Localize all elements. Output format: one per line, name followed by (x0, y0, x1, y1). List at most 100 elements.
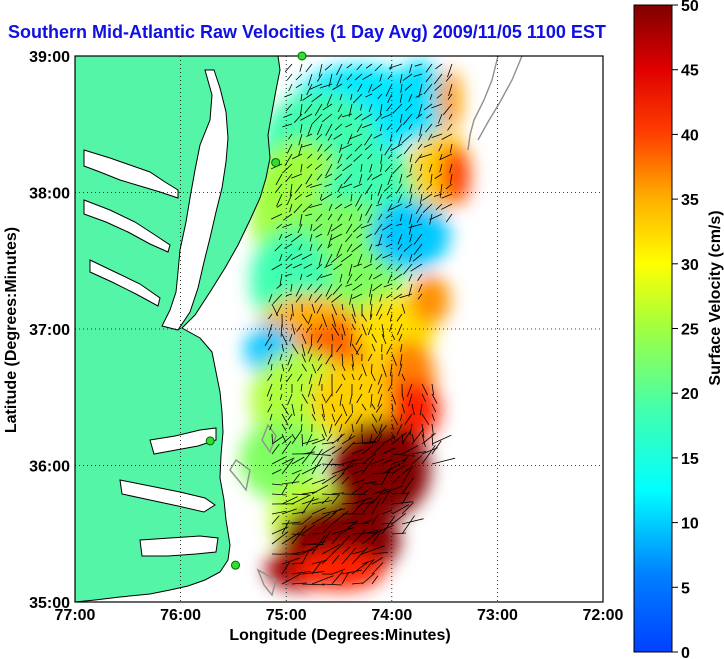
velocity-vector (332, 83, 343, 91)
velocity-vector (321, 113, 333, 123)
velocity-vector (327, 243, 333, 249)
velocity-vector (309, 183, 323, 188)
velocity-vector (401, 373, 406, 381)
velocity-vector (321, 433, 326, 440)
velocity-vector (391, 492, 408, 495)
velocity-vector (379, 143, 383, 152)
velocity-vector (292, 153, 303, 160)
velocity-vector (361, 545, 385, 555)
velocity-vector (370, 303, 373, 318)
velocity-vector (431, 133, 443, 139)
velocity-vector (368, 103, 373, 113)
velocity-vector (351, 479, 365, 485)
velocity-color-cell (295, 550, 385, 590)
velocity-vector (431, 423, 434, 436)
velocity-vector (396, 283, 403, 290)
colorbar (633, 4, 673, 653)
velocity-vector (400, 413, 403, 421)
velocity-vector (355, 193, 363, 207)
velocity-vector (351, 303, 356, 317)
velocity-vector (381, 323, 385, 337)
velocity-vector (336, 63, 343, 76)
x-tick-label: 72:00 (583, 607, 624, 624)
velocity-vector (340, 253, 353, 263)
velocity-vector (328, 423, 333, 434)
velocity-vector (391, 333, 396, 341)
velocity-vector (311, 535, 326, 555)
velocity-vector (345, 283, 353, 287)
velocity-vector (370, 253, 373, 263)
velocity-vector (399, 293, 413, 299)
velocity-vector (421, 423, 425, 438)
velocity-vector (351, 313, 357, 324)
velocity-vector (281, 403, 289, 416)
velocity-vector (305, 213, 313, 217)
velocity-vector (417, 183, 423, 190)
velocity-vector (306, 183, 313, 188)
velocity-vector (336, 193, 343, 199)
velocity-vector (386, 123, 393, 131)
velocity-vector (291, 233, 303, 243)
velocity-vector (406, 173, 413, 178)
velocity-vector (361, 499, 374, 515)
velocity-vector (372, 283, 383, 292)
velocity-vector (311, 560, 323, 575)
x-tick-label: 73:00 (477, 607, 518, 624)
velocity-vector (355, 333, 363, 345)
x-tick-labels: 77:00 76:00 75:00 74:00 73:00 72:00 (55, 607, 624, 624)
velocity-vector (362, 73, 373, 81)
velocity-vector (302, 203, 313, 213)
velocity-vector (352, 93, 363, 104)
velocity-vector (381, 522, 393, 525)
velocity-vector (414, 153, 423, 164)
velocity-vector (351, 373, 355, 381)
velocity-vector (331, 571, 344, 585)
velocity-vector (264, 333, 273, 346)
velocity-vector (349, 133, 363, 140)
velocity-vector (341, 441, 355, 455)
velocity-vector (380, 113, 393, 119)
velocity-vector (327, 223, 333, 236)
velocity-vector (379, 73, 383, 82)
velocity-vector (271, 456, 286, 465)
velocity-vector (421, 432, 436, 445)
velocity-vector (305, 63, 313, 73)
velocity-vector (324, 183, 333, 187)
velocity-vector (381, 509, 393, 515)
velocity-vector (301, 333, 307, 344)
velocity-vector (317, 243, 323, 251)
velocity-vector (348, 263, 353, 276)
velocity-vector (341, 363, 346, 372)
velocity-vector (342, 163, 353, 172)
velocity-vector (368, 283, 373, 297)
velocity-vector (321, 463, 339, 466)
velocity-vector (431, 383, 435, 396)
velocity-vector (354, 73, 363, 81)
velocity-vector (379, 103, 383, 115)
velocity-vector (409, 233, 413, 243)
velocity-vector (361, 403, 367, 411)
velocity-vector (375, 243, 383, 247)
velocity-vector (419, 163, 423, 172)
velocity-vector (336, 73, 343, 87)
velocity-vector (288, 133, 293, 140)
velocity-vector (419, 123, 423, 136)
velocity-vector (337, 153, 343, 164)
velocity-vector (396, 313, 403, 322)
velocity-vector (381, 485, 403, 495)
velocity-vector (311, 507, 326, 515)
velocity-vector (270, 213, 283, 220)
velocity-vector (408, 273, 413, 282)
velocity-vector (341, 519, 358, 535)
velocity-vector (339, 273, 343, 283)
velocity-vector (299, 273, 303, 280)
velocity-color-cell (440, 145, 470, 205)
velocity-vector (271, 483, 283, 486)
velocity-vector (403, 143, 413, 155)
velocity-vector (395, 123, 403, 133)
velocity-vector (341, 547, 356, 565)
velocity-vector (386, 303, 393, 316)
velocity-vector (299, 63, 303, 72)
isobath-contours (229, 56, 523, 597)
velocity-vector (352, 283, 363, 291)
